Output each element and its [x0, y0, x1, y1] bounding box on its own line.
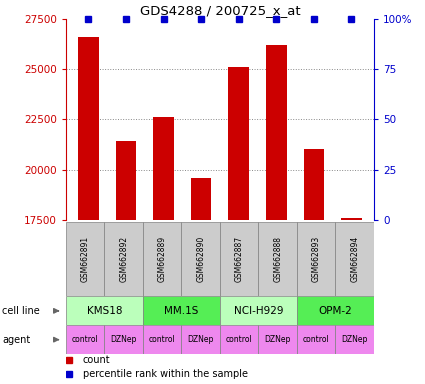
Bar [228, 67, 249, 220]
Text: GSM662894: GSM662894 [350, 236, 359, 282]
Bar [297, 325, 335, 354]
Bar [258, 325, 297, 354]
Text: count: count [83, 355, 110, 365]
Bar [258, 222, 297, 296]
Bar [303, 149, 324, 220]
Text: GSM662893: GSM662893 [312, 236, 321, 282]
Bar [78, 37, 99, 220]
Bar [66, 325, 105, 354]
Text: GSM662890: GSM662890 [196, 236, 205, 282]
Text: agent: agent [2, 334, 30, 345]
Text: control: control [72, 335, 99, 344]
Bar [66, 222, 105, 296]
Bar [297, 296, 374, 325]
Bar [143, 296, 220, 325]
Bar [335, 222, 374, 296]
Bar [297, 222, 335, 296]
Bar [105, 222, 143, 296]
Bar [341, 218, 362, 220]
Title: GDS4288 / 200725_x_at: GDS4288 / 200725_x_at [140, 3, 300, 17]
Text: NCI-H929: NCI-H929 [234, 306, 283, 316]
Text: percentile rank within the sample: percentile rank within the sample [83, 369, 248, 379]
Bar [220, 325, 258, 354]
Bar [220, 222, 258, 296]
Text: GSM662891: GSM662891 [81, 236, 90, 282]
Bar [181, 325, 220, 354]
Bar [153, 118, 174, 220]
Text: MM.1S: MM.1S [164, 306, 198, 316]
Text: DZNep: DZNep [187, 335, 214, 344]
Text: DZNep: DZNep [264, 335, 291, 344]
Text: DZNep: DZNep [342, 335, 368, 344]
Text: KMS18: KMS18 [87, 306, 122, 316]
Text: OPM-2: OPM-2 [319, 306, 352, 316]
Text: DZNep: DZNep [110, 335, 137, 344]
Text: GSM662889: GSM662889 [158, 236, 167, 282]
Bar [191, 177, 212, 220]
Bar [181, 222, 220, 296]
Bar [335, 325, 374, 354]
Text: GSM662887: GSM662887 [235, 236, 244, 282]
Bar [116, 141, 136, 220]
Bar [266, 45, 286, 220]
Bar [143, 325, 181, 354]
Bar [66, 296, 143, 325]
Text: control: control [226, 335, 252, 344]
Text: control: control [303, 335, 330, 344]
Text: cell line: cell line [2, 306, 40, 316]
Text: GSM662892: GSM662892 [119, 236, 128, 282]
Bar [143, 222, 181, 296]
Text: control: control [149, 335, 176, 344]
Text: GSM662888: GSM662888 [273, 236, 282, 282]
Bar [220, 296, 297, 325]
Bar [105, 325, 143, 354]
